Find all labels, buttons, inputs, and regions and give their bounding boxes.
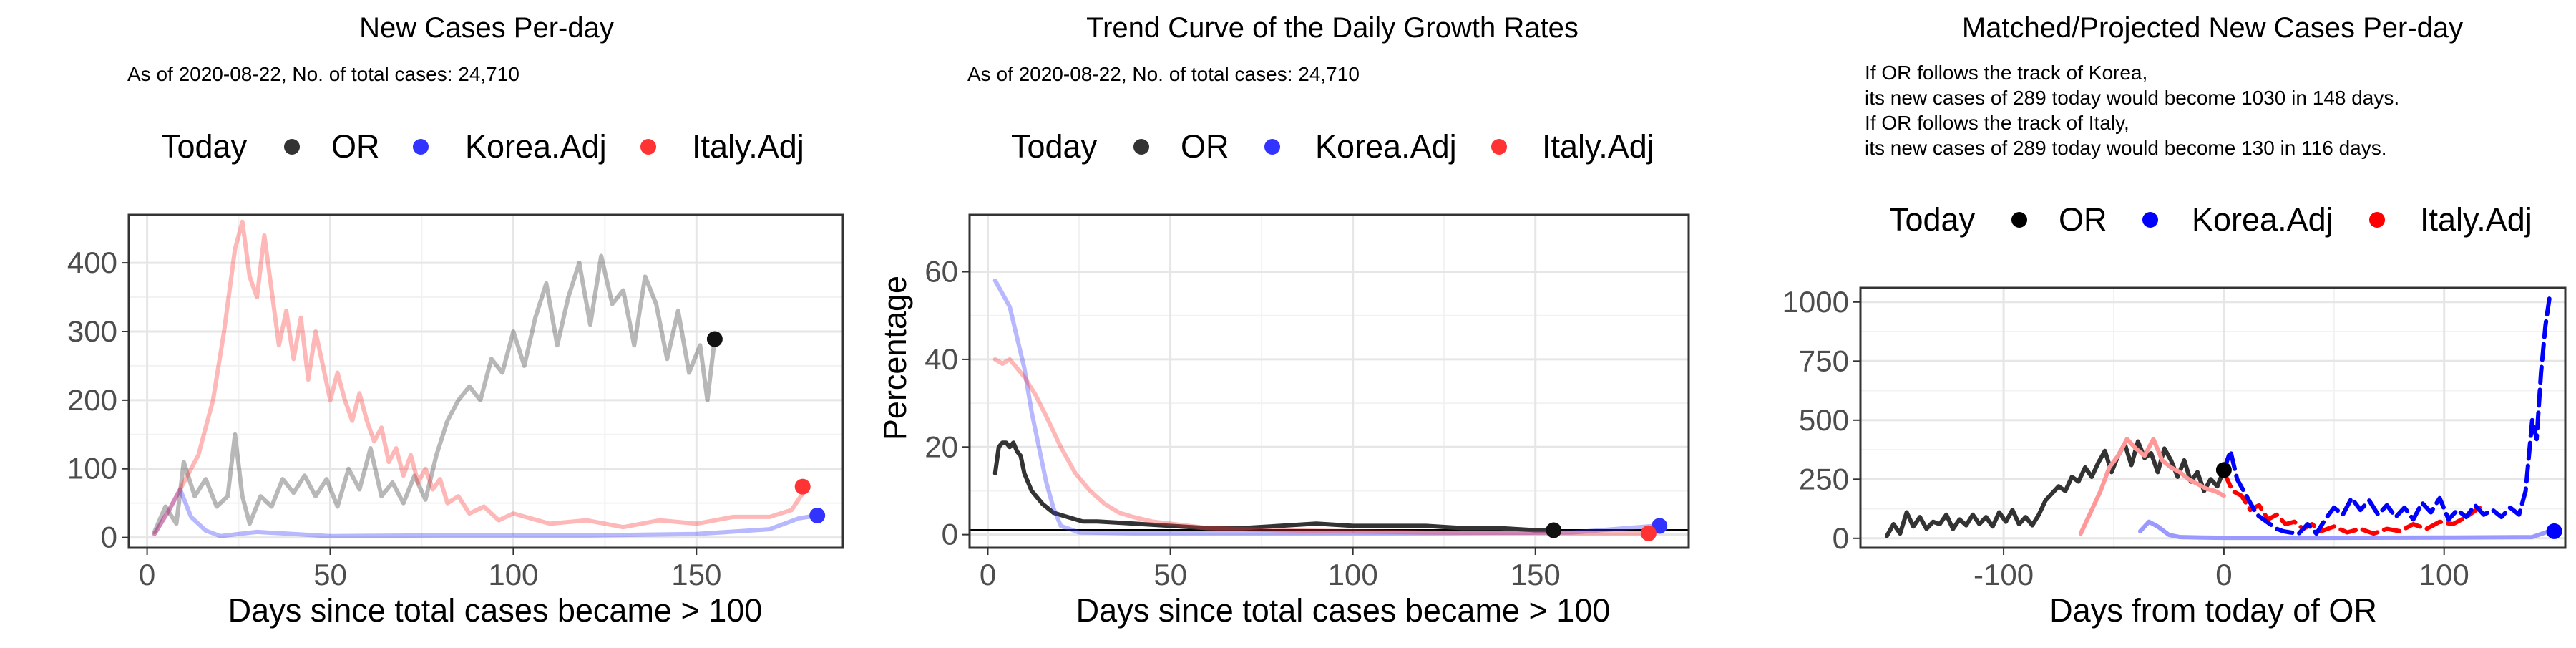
series-line-or	[992, 440, 1556, 533]
series-line-italy-adj	[2078, 437, 2226, 536]
x-tick-label: 0	[980, 558, 996, 591]
chart-matched-projected-cases: Matched/Projected New Cases Per-day If O…	[1782, 12, 2567, 629]
legend-swatch-korea	[1264, 139, 1280, 155]
y-tick-label: 0	[1833, 521, 1849, 555]
y-tick-label: 250	[1799, 462, 1849, 495]
legend-label-italy: Italy.Adj	[1542, 128, 1654, 165]
x-tick-label: -100	[1974, 558, 2034, 591]
annotation-line: If OR follows the track of Korea,	[1865, 62, 2147, 84]
series-line-or	[152, 253, 717, 534]
annotation-line: its new cases of 289 today would become …	[1865, 137, 2387, 159]
y-tick-label: 750	[1799, 344, 1849, 377]
series-line-or	[1884, 439, 2226, 538]
x-tick-label: 150	[1511, 558, 1561, 591]
x-tick-label: 100	[1328, 558, 1378, 591]
series-line-italy-adj	[2221, 470, 2482, 536]
today-point-or	[1546, 522, 1562, 538]
legend-swatch-italy	[640, 139, 656, 155]
y-tick-label: 500	[1799, 403, 1849, 437]
series-line-korea-adj	[992, 278, 1659, 536]
y-tick-label: 0	[942, 518, 958, 551]
annotation: If OR follows the track of Korea, its ne…	[1865, 62, 2399, 159]
chart-growth-rate-trend: Trend Curve of the Daily Growth Rates As…	[877, 12, 1690, 629]
legend: Today OR Korea.Adj Italy.Adj	[161, 128, 804, 165]
legend-label-korea: Korea.Adj	[465, 128, 607, 165]
plot-area: 0 50 100 150 0 20 40 60	[924, 213, 1690, 591]
legend-title: Today	[1011, 128, 1098, 165]
x-tick-label: 0	[2215, 558, 2232, 591]
today-point-or	[706, 331, 723, 347]
legend-label-italy: Italy.Adj	[2420, 201, 2532, 238]
legend-title: Today	[1889, 201, 1976, 238]
legend-swatch-or	[284, 139, 300, 155]
series-line-korea-adj	[2221, 292, 2552, 536]
x-axis-label: Days from today of OR	[2049, 592, 2377, 629]
panel-border	[1859, 286, 2567, 549]
chart-subtitle: As of 2020-08-22, No. of total cases: 24…	[967, 63, 1360, 85]
y-tick-label: 40	[924, 342, 958, 376]
chart-title: Trend Curve of the Daily Growth Rates	[1086, 12, 1579, 44]
x-tick-label: 50	[313, 558, 347, 591]
legend-label-italy: Italy.Adj	[692, 128, 804, 165]
chart-title: Matched/Projected New Cases Per-day	[1962, 12, 2463, 44]
chart-title: New Cases Per-day	[359, 12, 614, 44]
y-tick-label: 400	[67, 246, 117, 279]
series-line-italy-adj	[152, 219, 809, 536]
x-axis-label: Days since total cases became > 100	[228, 592, 763, 629]
series-line-korea-adj	[2137, 519, 2550, 541]
chart-subtitle: As of 2020-08-22, No. of total cases: 24…	[127, 63, 519, 85]
legend-label-or: OR	[2059, 201, 2107, 238]
series-line-korea-adj	[152, 487, 820, 538]
legend-label-or: OR	[331, 128, 380, 165]
legend-swatch-or	[1133, 139, 1149, 155]
legend-label-korea: Korea.Adj	[2192, 201, 2333, 238]
panel-border	[127, 213, 844, 549]
series-line-italy-adj	[992, 357, 1647, 536]
today-point-korea-adj	[2546, 523, 2562, 539]
y-tick-label: 100	[67, 452, 117, 485]
y-tick-label: 0	[101, 521, 117, 554]
legend-label-or: OR	[1181, 128, 1229, 165]
legend-swatch-korea	[2142, 212, 2158, 228]
today-point-korea-adj	[809, 507, 826, 523]
y-tick-label: 300	[67, 314, 117, 348]
legend: Today OR Korea.Adj Italy.Adj	[1889, 201, 2532, 238]
legend-title: Today	[161, 128, 248, 165]
x-tick-label: 50	[1153, 558, 1187, 591]
x-tick-label: 100	[488, 558, 538, 591]
today-point-italy-adj	[794, 478, 811, 495]
y-tick-label: 60	[924, 255, 958, 289]
panel-border	[968, 213, 1690, 549]
legend-label-korea: Korea.Adj	[1315, 128, 1457, 165]
annotation-line: If OR follows the track of Italy,	[1865, 112, 2129, 134]
y-tick-label: 200	[67, 383, 117, 417]
x-tick-label: 150	[671, 558, 721, 591]
x-axis-label: Days since total cases became > 100	[1076, 592, 1611, 629]
annotation-line: its new cases of 289 today would become …	[1865, 87, 2399, 109]
plot-area: 0 50 100 150 0 100 200 300 400	[67, 213, 844, 591]
today-point-or	[2215, 462, 2232, 478]
x-tick-label: 0	[139, 558, 155, 591]
legend-swatch-italy	[2369, 212, 2385, 228]
chart-new-cases-per-day: New Cases Per-day As of 2020-08-22, No. …	[67, 12, 844, 629]
legend: Today OR Korea.Adj Italy.Adj	[1011, 128, 1654, 165]
legend-swatch-korea	[413, 139, 429, 155]
y-tick-label: 1000	[1782, 285, 1849, 319]
y-axis-label: Percentage	[877, 276, 913, 440]
x-tick-label: 100	[2419, 558, 2469, 591]
today-point-italy-adj	[1640, 525, 1657, 541]
legend-swatch-italy	[1491, 139, 1507, 155]
legend-swatch-or	[2011, 212, 2027, 228]
y-tick-label: 20	[924, 430, 958, 463]
